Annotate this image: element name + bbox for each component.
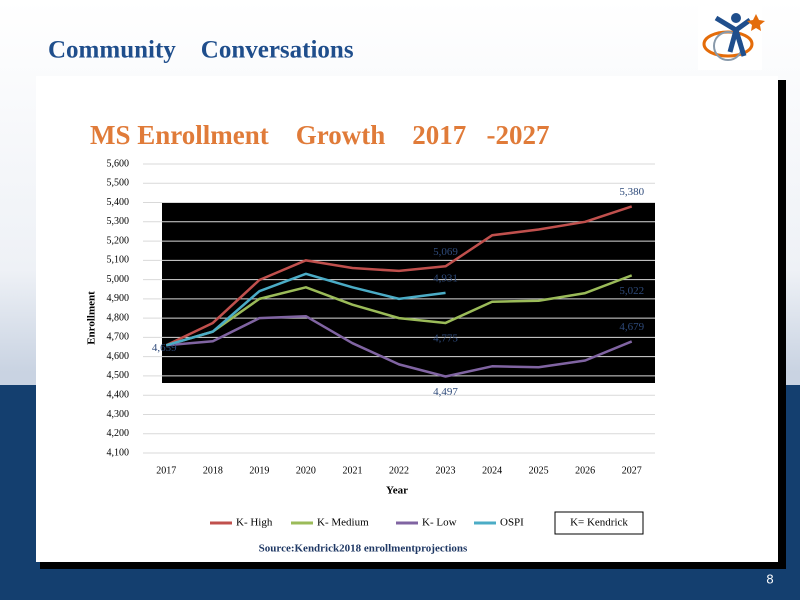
legend-label: OSPI (500, 517, 524, 529)
y-tick-label: 4,600 (107, 351, 130, 362)
y-tick-label: 4,200 (107, 428, 130, 439)
data-label: 4,679 (619, 321, 644, 333)
legend-label: K- Medium (317, 517, 369, 529)
y-tick-label: 4,100 (107, 447, 130, 458)
x-axis-label: Year (386, 485, 408, 497)
y-tick-label: 5,300 (107, 216, 130, 227)
data-label: 5,069 (433, 246, 458, 258)
x-tick-label: 2025 (529, 465, 549, 476)
data-label: 5,380 (619, 186, 644, 198)
x-tick-label: 2024 (482, 465, 502, 476)
x-tick-label: 2023 (436, 465, 456, 476)
x-tick-label: 2022 (389, 465, 409, 476)
x-tick-label: 2017 (156, 465, 176, 476)
data-label: 4,497 (433, 386, 458, 398)
x-tick-label: 2021 (342, 465, 362, 476)
y-tick-label: 5,000 (107, 274, 130, 285)
legend-label: K- High (236, 517, 273, 529)
chart-title: MS Enrollment Growth 2017 -2027 (90, 120, 550, 150)
x-tick-label: 2026 (575, 465, 595, 476)
slide-title: Community Conversations (48, 37, 354, 64)
legend-label: K- Low (422, 517, 457, 529)
y-tick-label: 4,500 (107, 370, 130, 381)
annotation-box (554, 511, 644, 535)
series-line (165, 272, 446, 347)
y-tick-label: 4,300 (107, 409, 130, 420)
data-label: 5,022 (619, 285, 644, 297)
y-tick-label: 5,500 (107, 178, 130, 189)
series-line (166, 314, 633, 378)
y-tick-label: 4,900 (107, 293, 130, 304)
y-tick-label: 5,100 (107, 255, 130, 266)
series-line (165, 274, 633, 347)
y-tick-label: 4,400 (107, 389, 130, 400)
annotation: K= Kendrick (570, 517, 628, 529)
data-label: 4,931 (433, 272, 458, 284)
logo (698, 6, 765, 70)
page-number: 8 (766, 571, 773, 586)
y-tick-label: 4,700 (107, 332, 130, 343)
x-tick-label: 2019 (249, 465, 269, 476)
series-line (165, 205, 633, 347)
x-tick-label: 2018 (203, 465, 223, 476)
source-note: Source:Kendrick2018 enrollmentprojection… (259, 543, 468, 555)
x-tick-label: 2020 (296, 465, 316, 476)
y-tick-label: 5,600 (107, 158, 130, 169)
y-tick-label: 5,400 (107, 197, 130, 208)
x-tick-label: 2027 (622, 465, 642, 476)
data-label: 4,775 (433, 332, 458, 344)
y-tick-label: 5,200 (107, 235, 130, 246)
y-axis-label: Enrollment (86, 291, 98, 345)
y-tick-label: 4,800 (107, 312, 130, 323)
